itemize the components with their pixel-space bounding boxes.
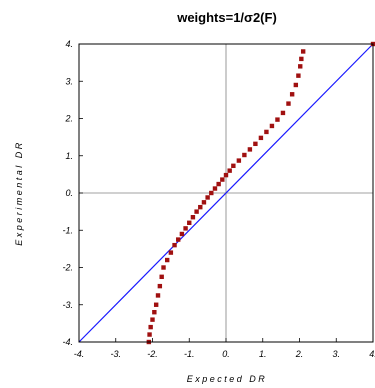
data-point [155, 293, 161, 298]
data-point [157, 283, 163, 289]
y-tick-label: 0. [65, 188, 73, 198]
data-point [289, 92, 295, 97]
data-point [161, 265, 166, 270]
data-point [212, 186, 218, 191]
y-tick-label: -1. [62, 225, 73, 235]
x-tick-label: -1. [184, 349, 195, 359]
y-tick-label: -2. [62, 263, 73, 273]
chart-title: weights=1/σ2(F) [176, 10, 277, 25]
data-point [176, 237, 181, 242]
data-point [280, 110, 286, 116]
x-tick-label: 2. [295, 349, 304, 359]
data-point [168, 250, 174, 255]
data-point [205, 195, 210, 200]
data-point [242, 152, 247, 158]
data-point [220, 177, 225, 182]
data-point [159, 274, 164, 280]
data-point [236, 158, 242, 163]
data-point [187, 220, 192, 225]
y-tick-label: 3. [65, 76, 73, 86]
data-point [165, 257, 170, 263]
x-tick-label: -3. [110, 349, 121, 359]
data-point [247, 147, 253, 152]
x-tick-labels: -4. -3. -2. -1. 0. 1. 2. 3. 4. [74, 338, 375, 359]
data-point [227, 168, 232, 173]
data-point [172, 242, 177, 248]
data-point [275, 117, 280, 122]
y-axis-label: Experimental DR [14, 140, 24, 246]
x-tick-label: 3. [332, 349, 340, 359]
data-point [293, 82, 299, 88]
y-tick-label: 1. [65, 151, 73, 161]
data-point [264, 129, 269, 135]
y-tick-label: 4. [65, 39, 73, 49]
x-tick-label: -2. [147, 349, 158, 359]
data-point [194, 209, 199, 214]
data-point [179, 231, 185, 237]
data-point [216, 181, 221, 187]
data-point [183, 226, 188, 231]
data-point [299, 56, 304, 62]
x-tick-label: 0. [222, 349, 230, 359]
x-tick-label: 4. [369, 349, 375, 359]
y-tick-label: 2. [64, 114, 73, 124]
data-point [152, 310, 157, 315]
data-point [150, 317, 155, 322]
y-tick-label: -3. [62, 300, 73, 310]
x-tick-label: -4. [74, 349, 85, 359]
data-point [269, 123, 275, 129]
y-tick-label: -4. [62, 337, 73, 347]
data-point [286, 101, 291, 106]
data-point [253, 141, 258, 147]
data-point [223, 172, 229, 178]
x-tick-label: 1. [259, 349, 267, 359]
x-axis-label: Expected DR [187, 374, 268, 384]
y-tick-labels: 4. 3. 2. 1. 0. -1. -2. -3. -4. [62, 39, 83, 347]
data-point [209, 190, 214, 196]
data-point [258, 135, 264, 141]
data-point [201, 200, 207, 205]
data-point [300, 49, 306, 54]
data-point [147, 332, 152, 337]
data-point [198, 204, 203, 210]
data-point [296, 73, 301, 78]
reference-line [78, 43, 374, 343]
plot-area [78, 41, 375, 345]
data-point [298, 64, 303, 69]
data-point [153, 302, 159, 307]
data-point [231, 163, 236, 169]
data-point [148, 324, 153, 330]
data-point [190, 215, 196, 220]
